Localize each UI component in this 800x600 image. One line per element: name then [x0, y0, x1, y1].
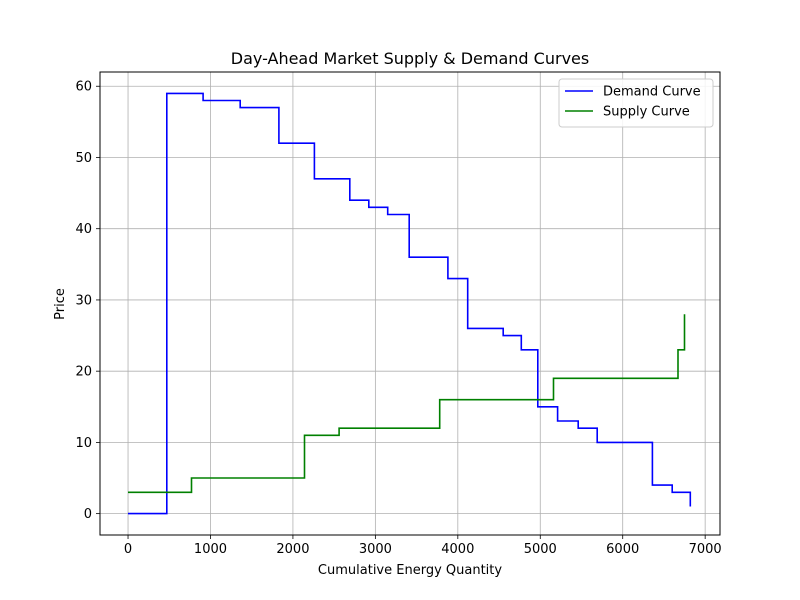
y-tick-label: 20 [75, 365, 92, 380]
y-tick-label: 60 [75, 80, 92, 95]
x-tick-label: 4000 [441, 542, 474, 557]
x-axis-label: Cumulative Energy Quantity [318, 563, 502, 578]
x-tick-label: 7000 [689, 542, 722, 557]
y-tick-label: 50 [75, 151, 92, 166]
x-tick-label: 5000 [524, 542, 557, 557]
chart-title: Day-Ahead Market Supply & Demand Curves [231, 49, 589, 68]
x-tick-label: 3000 [359, 542, 392, 557]
x-tick-label: 0 [124, 542, 132, 557]
x-tick-label: 1000 [194, 542, 227, 557]
legend-box [558, 78, 714, 128]
series-layer [128, 92, 692, 515]
x-tick-label: 6000 [606, 542, 639, 557]
y-tick-label: 0 [84, 507, 92, 522]
x-tick-label: 2000 [276, 542, 309, 557]
legend-label-supply-curve: Supply Curve [603, 105, 690, 120]
legend-label-demand-curve: Demand Curve [603, 85, 701, 100]
y-tick-label: 10 [75, 436, 92, 451]
y-axis-label: Price [53, 288, 68, 320]
plot-frame [99, 71, 721, 536]
y-tick-label: 30 [75, 293, 92, 308]
demand-curve-line [128, 92, 692, 515]
tick-layer: 0 1000 2000 3000 4000 5000 6000 7000 0 10 20 30 40 50… [75, 80, 721, 557]
y-tick-label: 40 [75, 222, 92, 237]
supply-curve-line [128, 314, 686, 494]
legend: Demand Curve Supply Curve [558, 78, 714, 128]
